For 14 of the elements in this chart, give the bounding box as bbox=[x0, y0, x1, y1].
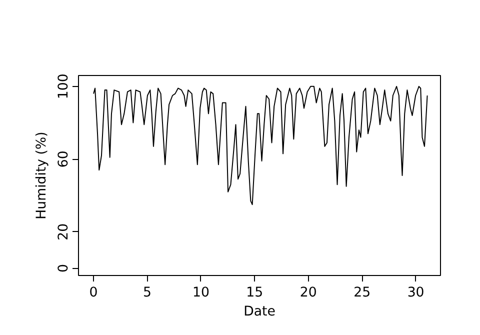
y-tick-label: 60 bbox=[56, 150, 72, 168]
line-series bbox=[93, 86, 428, 206]
y-tick-label: 0 bbox=[56, 264, 72, 272]
x-tick-label: 20 bbox=[300, 286, 317, 300]
x-tick-label: 25 bbox=[354, 286, 371, 300]
x-tick-label: 15 bbox=[246, 286, 264, 300]
y-axis-title: Humidity (%) bbox=[34, 132, 50, 220]
y-tick-label: 20 bbox=[56, 223, 72, 240]
x-tick-label: 5 bbox=[143, 286, 152, 300]
x-tick-label: 30 bbox=[407, 286, 424, 300]
x-axis-title: Date bbox=[244, 304, 276, 320]
x-tick-label: 10 bbox=[192, 286, 210, 300]
x-tick-label: 0 bbox=[89, 286, 98, 300]
y-tick-label: 100 bbox=[56, 74, 72, 100]
